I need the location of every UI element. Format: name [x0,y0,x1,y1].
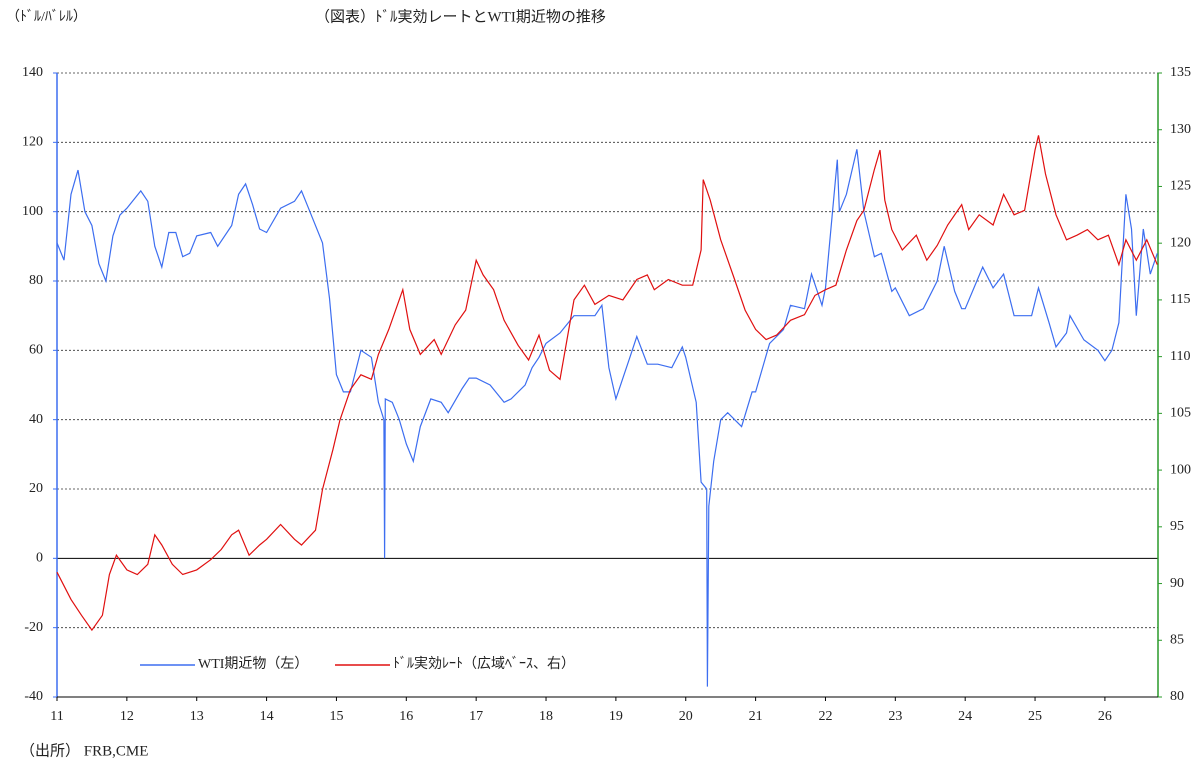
y-tick-label: -40 [24,689,43,704]
x-tick-label: 14 [260,709,274,724]
chart-title: （図表）ﾄﾞﾙ実効レートとWTI期近物の推移 [315,8,606,25]
legend-label: ﾄﾞﾙ実効ﾚｰﾄ（広域ﾍﾞｰｽ、右） [393,656,575,672]
x-tick-label: 23 [888,709,902,724]
source: （出所） FRB,CME [20,742,148,759]
y2-tick-label: 130 [1170,122,1191,137]
y2-tick-label: 100 [1170,462,1191,477]
y2-tick-label: 120 [1170,235,1191,250]
x-tick-label: 26 [1098,709,1112,724]
series-line [56,149,1158,687]
y-tick-label: 100 [22,204,43,219]
y2-tick-label: 135 [1170,65,1191,80]
y2-tick-label: 90 [1170,576,1184,591]
x-tick-label: 17 [469,709,483,724]
x-tick-label: 21 [749,709,763,724]
x-tick-label: 13 [190,709,204,724]
x-tick-label: 24 [958,709,972,724]
x-tick-label: 25 [1028,709,1042,724]
y-tick-label: 20 [29,481,43,496]
y2-tick-label: 80 [1170,689,1184,704]
y2-tick-label: 115 [1170,292,1190,307]
legend-label: WTI期近物（左） [198,656,308,672]
x-tick-label: 11 [50,709,63,724]
y2-tick-label: 85 [1170,632,1184,647]
y-axis-title: （ﾄﾞﾙ/ﾊﾞﾚﾙ） [6,9,87,25]
x-tick-label: 20 [679,709,693,724]
y-tick-label: -20 [24,620,43,635]
y2-tick-label: 125 [1170,179,1191,194]
y2-tick-label: 105 [1170,406,1191,421]
x-tick-label: 15 [329,709,343,724]
y-tick-label: 40 [29,412,43,427]
y-tick-label: 120 [22,135,43,150]
y-tick-label: 60 [29,343,43,358]
x-tick-label: 19 [609,709,623,724]
series-line [56,135,1158,632]
x-tick-label: 22 [818,709,832,724]
x-tick-label: 18 [539,709,553,724]
y2-tick-label: 110 [1170,349,1190,364]
y-tick-label: 140 [22,65,43,80]
y-tick-label: 80 [29,273,43,288]
x-tick-label: 12 [120,709,134,724]
x-tick-label: 16 [399,709,413,724]
y2-tick-label: 95 [1170,519,1184,534]
y-tick-label: 0 [36,551,43,566]
